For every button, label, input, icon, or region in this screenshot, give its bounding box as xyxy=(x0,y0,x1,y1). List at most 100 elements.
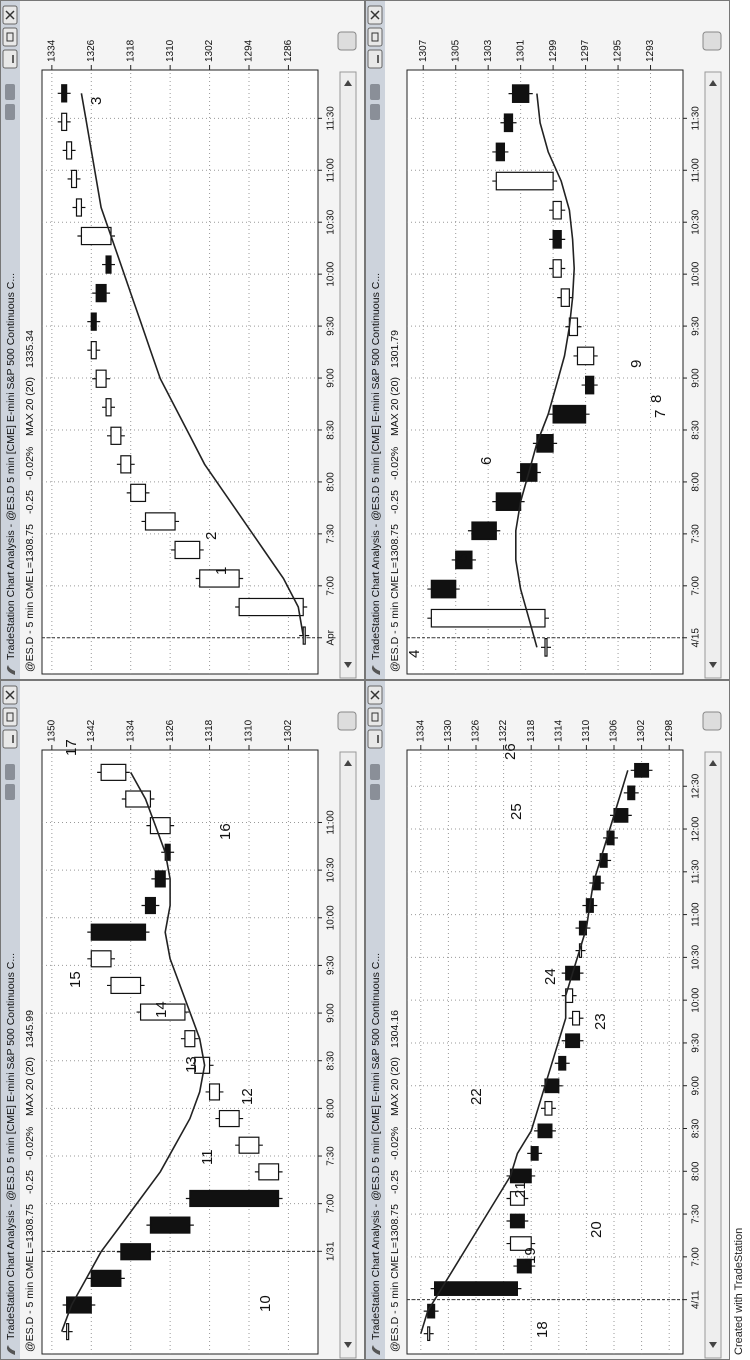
y-tick-label: 1299 xyxy=(548,39,559,62)
app-icon xyxy=(371,1345,380,1355)
x-tick-label: 7:00 xyxy=(691,576,702,596)
maximize-glyph xyxy=(371,712,379,722)
maximize-button[interactable] xyxy=(367,707,383,727)
candle xyxy=(95,369,107,388)
candle xyxy=(503,113,514,133)
candle xyxy=(495,142,506,162)
toolbar-button[interactable] xyxy=(5,764,15,780)
resize-box[interactable] xyxy=(702,31,722,51)
candle xyxy=(199,569,240,588)
candle xyxy=(258,1163,280,1181)
x-tick-label: 8:00 xyxy=(326,472,337,492)
annotation: 25 xyxy=(508,803,525,820)
annotation: 10 xyxy=(257,1295,274,1312)
candle xyxy=(90,923,147,941)
maximize-button[interactable] xyxy=(2,27,18,47)
candle xyxy=(208,1083,221,1101)
maximize-button[interactable] xyxy=(2,707,18,727)
chart-window: TradeStation Chart Analysis - @ES.D 5 mi… xyxy=(0,0,365,680)
chart-svg: TradeStation Chart Analysis - @ES.D 5 mi… xyxy=(0,0,365,680)
moving-average-line xyxy=(420,770,629,1334)
toolbar-button[interactable] xyxy=(5,104,15,120)
scroll-right-arrow[interactable] xyxy=(344,760,352,766)
scroll-left-arrow[interactable] xyxy=(344,1342,352,1348)
scroll-right-arrow[interactable] xyxy=(709,760,717,766)
chart-svg: TradeStation Chart Analysis - @ES.D 5 mi… xyxy=(365,680,730,1360)
toolbar-button[interactable] xyxy=(5,784,15,800)
scroll-right-arrow[interactable] xyxy=(709,80,717,86)
annotation: 8 xyxy=(648,395,665,403)
status-text: 1304.16 xyxy=(389,1010,401,1048)
candle xyxy=(552,259,562,278)
x-tick-label: Apr xyxy=(326,629,337,645)
resize-box[interactable] xyxy=(702,711,722,731)
plot-area xyxy=(41,749,319,1355)
maximize-glyph xyxy=(371,32,379,42)
candle xyxy=(66,141,73,160)
annotation: 18 xyxy=(534,1321,551,1338)
scrollbar[interactable] xyxy=(339,751,357,1359)
x-tick-label: 9:30 xyxy=(326,316,337,336)
scrollbar[interactable] xyxy=(704,71,722,679)
candle xyxy=(558,1055,567,1071)
y-tick-label: 1297 xyxy=(580,39,591,62)
x-tick-label: 12:30 xyxy=(691,773,702,798)
scroll-left-arrow[interactable] xyxy=(344,662,352,668)
candle xyxy=(90,950,112,968)
toolbar-button[interactable] xyxy=(370,84,380,100)
candle xyxy=(544,1100,553,1116)
candle xyxy=(516,1258,532,1274)
x-tick-label: 7:00 xyxy=(326,1194,337,1214)
candle xyxy=(471,521,497,541)
x-tick-label: 11:00 xyxy=(326,158,337,183)
annotation: 7 xyxy=(652,410,669,418)
annotation: 13 xyxy=(183,1056,200,1073)
scroll-left-arrow[interactable] xyxy=(709,1342,717,1348)
toolbar-button[interactable] xyxy=(5,84,15,100)
resize-box[interactable] xyxy=(337,711,357,731)
candle xyxy=(61,84,68,103)
annotation: 1 xyxy=(213,567,230,575)
candle xyxy=(552,200,562,220)
annotation: 9 xyxy=(628,360,645,368)
candle xyxy=(552,230,562,249)
scroll-right-arrow[interactable] xyxy=(344,80,352,86)
status-text: MAX 20 (20) xyxy=(24,1057,36,1116)
status-text: MAX 20 (20) xyxy=(389,377,401,436)
status-text: -0.25 xyxy=(389,490,401,514)
candle xyxy=(105,255,112,274)
x-tick-label: 8:00 xyxy=(691,472,702,492)
toolbar-button[interactable] xyxy=(370,784,380,800)
resize-box[interactable] xyxy=(337,31,357,51)
toolbar-button[interactable] xyxy=(370,764,380,780)
close-glyph xyxy=(370,10,380,20)
x-tick-label: 10:00 xyxy=(691,261,702,286)
x-tick-label: 9:30 xyxy=(326,955,337,975)
candle xyxy=(509,1213,525,1229)
scroll-left-arrow[interactable] xyxy=(709,662,717,668)
status-text: @ES.D - 5 min CME xyxy=(24,1256,36,1352)
minimize-button[interactable] xyxy=(2,49,18,69)
toolbar-button[interactable] xyxy=(370,104,380,120)
app-icon xyxy=(6,665,15,675)
candle xyxy=(302,626,306,645)
y-tick-label: 1330 xyxy=(443,719,454,742)
candle xyxy=(576,346,595,366)
x-tick-label: 10:00 xyxy=(326,261,337,286)
minimize-button[interactable] xyxy=(367,49,383,69)
scrollbar[interactable] xyxy=(704,751,722,1359)
x-tick-label: 10:30 xyxy=(691,944,702,969)
status-text: 1335.34 xyxy=(24,330,36,368)
annotation: 12 xyxy=(239,1088,256,1105)
minimize-button[interactable] xyxy=(367,729,383,749)
x-tick-label: 11:00 xyxy=(691,902,702,927)
maximize-button[interactable] xyxy=(367,27,383,47)
minimize-button[interactable] xyxy=(2,729,18,749)
candle xyxy=(144,896,156,915)
candle xyxy=(430,608,546,628)
x-tick-label: 1/31 xyxy=(326,1241,337,1261)
annotation: 19 xyxy=(522,1247,539,1264)
scrollbar[interactable] xyxy=(339,71,357,679)
status-text: -0.25 xyxy=(389,1170,401,1194)
candle xyxy=(144,512,176,531)
